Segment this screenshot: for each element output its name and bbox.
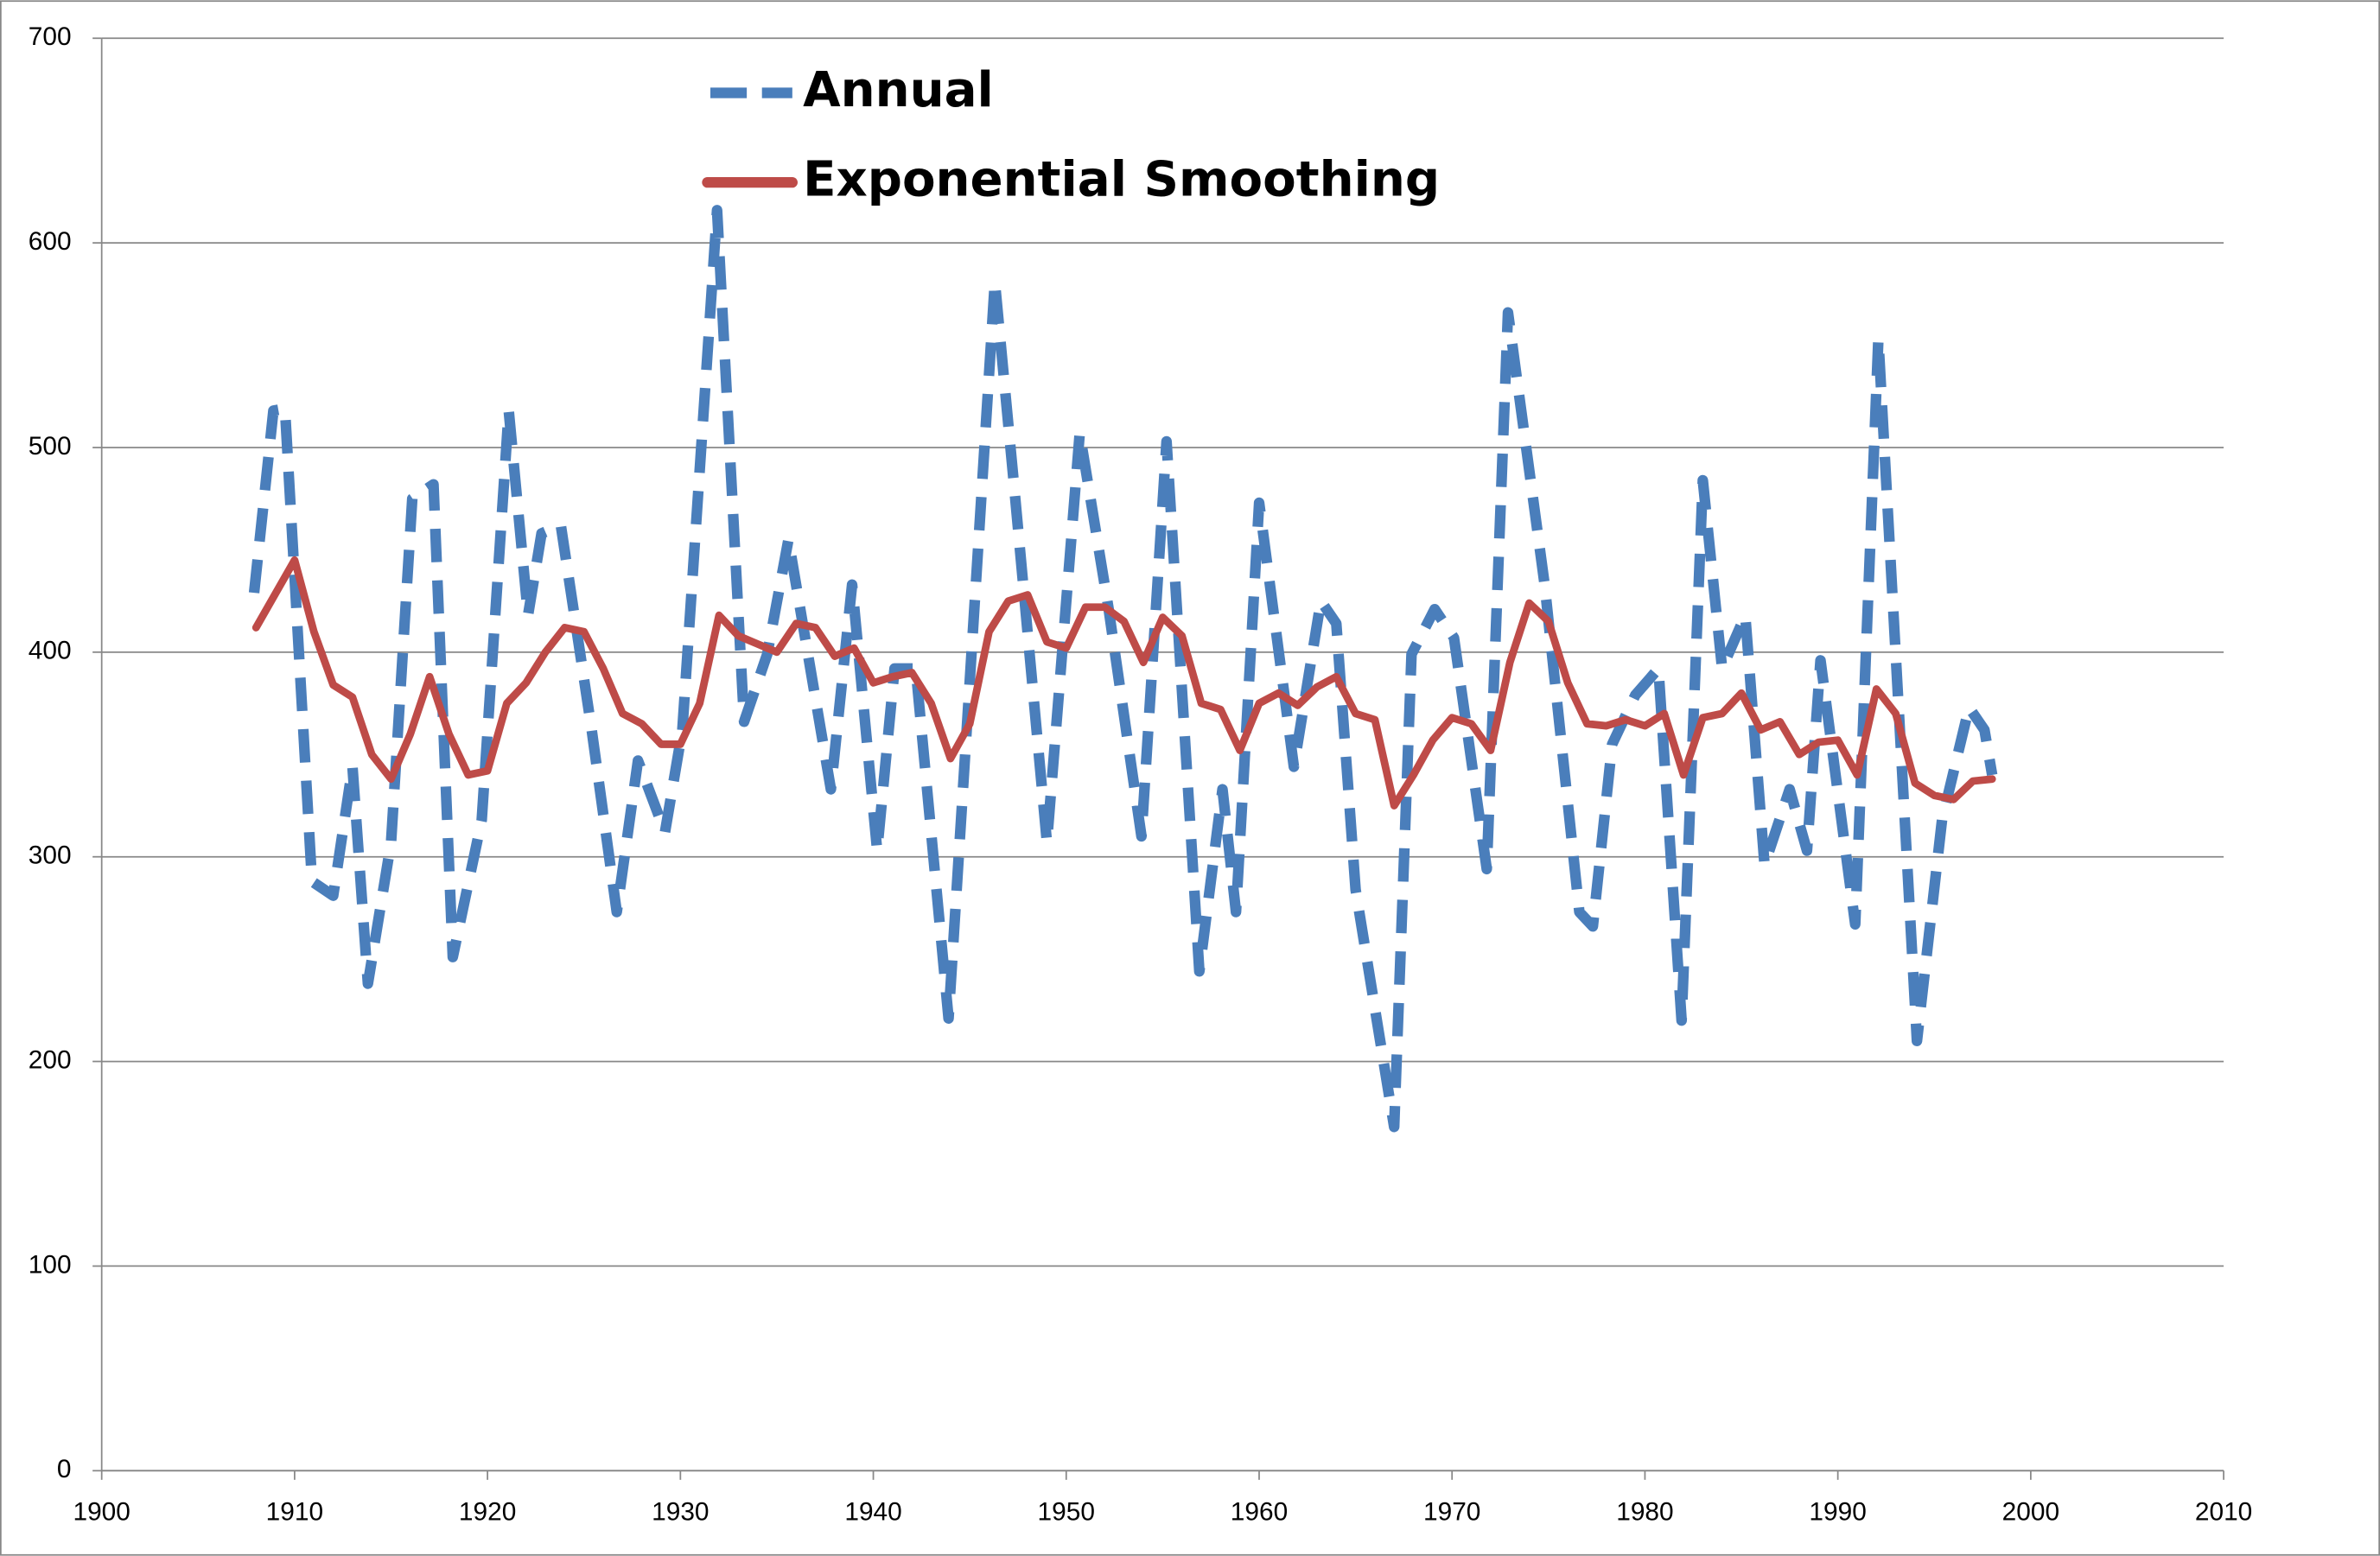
series-line [251,556,1996,810]
x-tick-label: 1990 [1809,1497,1866,1526]
series-line [248,205,1998,1133]
x-tick-label: 2000 [2002,1497,2059,1526]
x-tick-label: 1900 [73,1497,130,1526]
y-tick-label: 200 [29,1045,72,1074]
x-tick-label: 1930 [652,1497,709,1526]
y-tick-label: 500 [29,432,72,460]
legend-label: Exponential Smoothing [803,152,1440,208]
x-tick-label: 1970 [1423,1497,1480,1526]
y-tick-label: 700 [29,22,72,51]
y-tick-label: 0 [57,1455,72,1483]
x-tick-label: 1920 [459,1497,516,1526]
x-tick-label: 1960 [1231,1497,1288,1526]
y-tick-label: 600 [29,227,72,256]
x-tick-label: 1910 [266,1497,323,1526]
x-tick-label: 2010 [2195,1497,2252,1526]
y-tick-label: 100 [29,1250,72,1279]
x-tick-label: 1940 [844,1497,901,1526]
legend-label: Annual [803,62,994,118]
y-tick-label: 400 [29,637,72,665]
x-tick-label: 1950 [1038,1497,1095,1526]
x-tick-label: 1980 [1616,1497,1673,1526]
y-tick-label: 300 [29,842,72,870]
